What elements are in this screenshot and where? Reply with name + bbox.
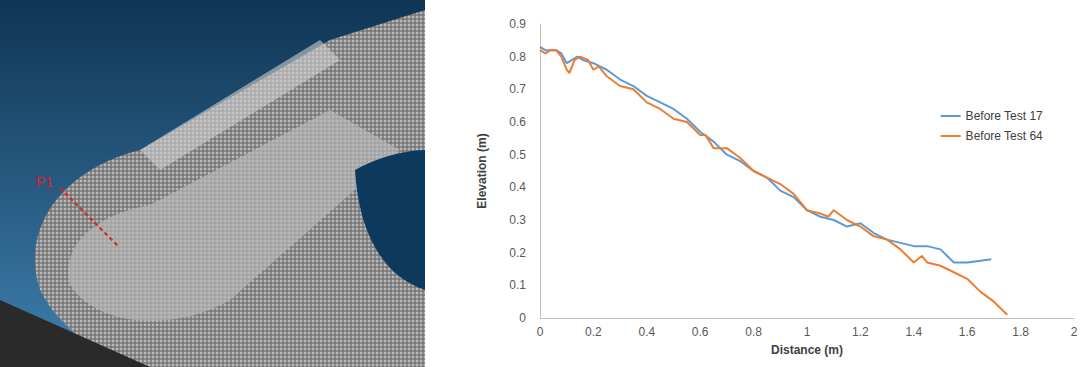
svg-text:0.7: 0.7 [509, 82, 526, 96]
svg-text:1.6: 1.6 [959, 325, 976, 339]
svg-text:1.4: 1.4 [905, 325, 922, 339]
svg-text:P1: P1 [36, 174, 53, 190]
svg-text:0.2: 0.2 [585, 325, 602, 339]
svg-text:0.6: 0.6 [692, 325, 709, 339]
svg-text:Before Test 17: Before Test 17 [966, 109, 1043, 123]
svg-text:0: 0 [537, 325, 544, 339]
svg-text:0.8: 0.8 [509, 50, 526, 64]
svg-text:0: 0 [519, 311, 526, 325]
svg-text:Elevation (m): Elevation (m) [475, 133, 489, 208]
svg-text:0.5: 0.5 [509, 148, 526, 162]
svg-text:0.3: 0.3 [509, 213, 526, 227]
svg-text:0.4: 0.4 [638, 325, 655, 339]
svg-text:1.8: 1.8 [1012, 325, 1029, 339]
svg-text:0.9: 0.9 [509, 17, 526, 31]
svg-text:Before Test 64: Before Test 64 [966, 129, 1043, 143]
svg-text:0.4: 0.4 [509, 180, 526, 194]
svg-text:1.2: 1.2 [852, 325, 869, 339]
svg-text:1: 1 [804, 325, 811, 339]
svg-text:0.1: 0.1 [509, 278, 526, 292]
svg-text:0.6: 0.6 [509, 115, 526, 129]
svg-text:Distance (m): Distance (m) [771, 343, 843, 357]
svg-text:0.2: 0.2 [509, 246, 526, 260]
svg-text:0.8: 0.8 [745, 325, 762, 339]
svg-text:2: 2 [1071, 325, 1078, 339]
